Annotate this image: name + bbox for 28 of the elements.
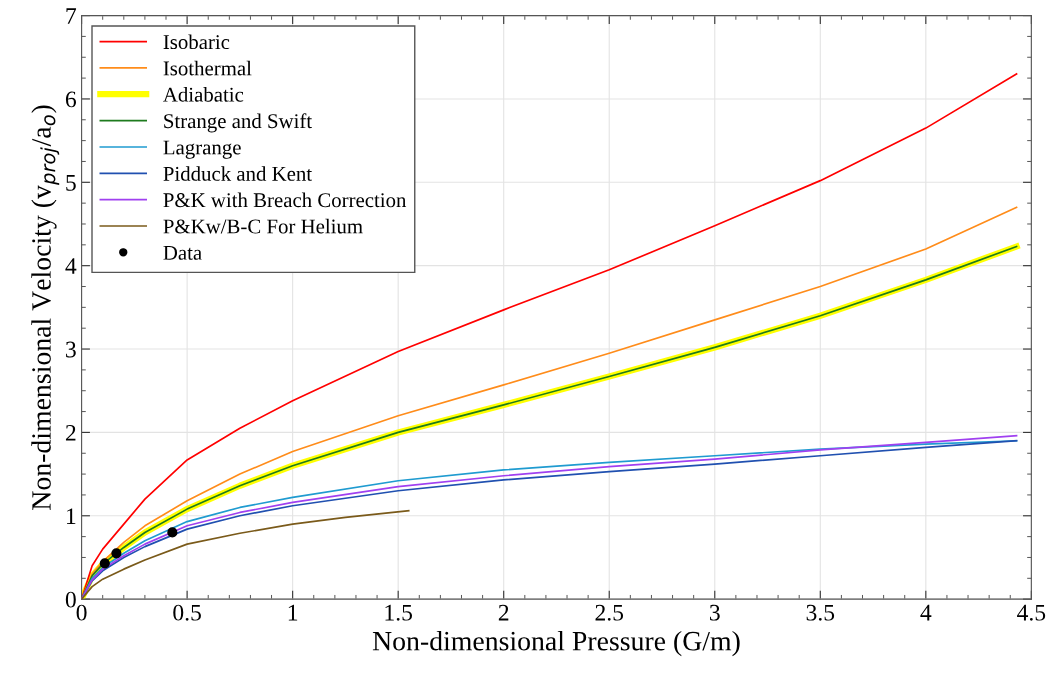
x-tick-label: 1.5 [385,604,413,621]
legend-label: P&K with Breach Correction [163,192,407,208]
legend-label: Data [163,245,202,260]
x-tick-label: 1 [288,604,298,621]
x-tick-label: 4 [920,604,932,621]
x-tick-label: 2.5 [595,604,624,621]
y-axis-title: Non-dimensional Velocity (v$_{proj}$/a$_{o}$) [31,105,60,510]
legend-label: Isothermal [163,60,252,76]
x-tick-label: 2 [498,604,509,621]
legend-label: Adiabatic [163,87,244,102]
legend-label: Strange and Swift [164,113,312,133]
x-axis-title: Non-dimensional Pressure (G/m) [372,630,740,657]
y-tick-label: 1 [67,508,76,524]
y-tick-label: 3 [66,341,76,358]
y-tick-label: 2 [65,424,76,441]
x-tick-label: 4.5 [1017,604,1046,621]
y-tick-label: 6 [65,91,77,108]
legend-label: P&Kw/B-C For Helium [163,218,363,234]
x-tick-label: 0.5 [173,604,201,621]
legend-label: Lagrange [163,140,241,159]
y-tick-label: 5 [66,175,76,191]
legend-label: Pidduck and Kent [163,166,312,181]
y-tick-label: 4 [65,258,77,274]
x-tick-label: 3 [709,604,720,621]
legend-label: Isobaric [163,34,230,50]
y-tick-label: 0 [65,591,76,608]
y-tick-label: 7 [66,8,77,24]
x-tick-label: 3.5 [806,604,835,621]
